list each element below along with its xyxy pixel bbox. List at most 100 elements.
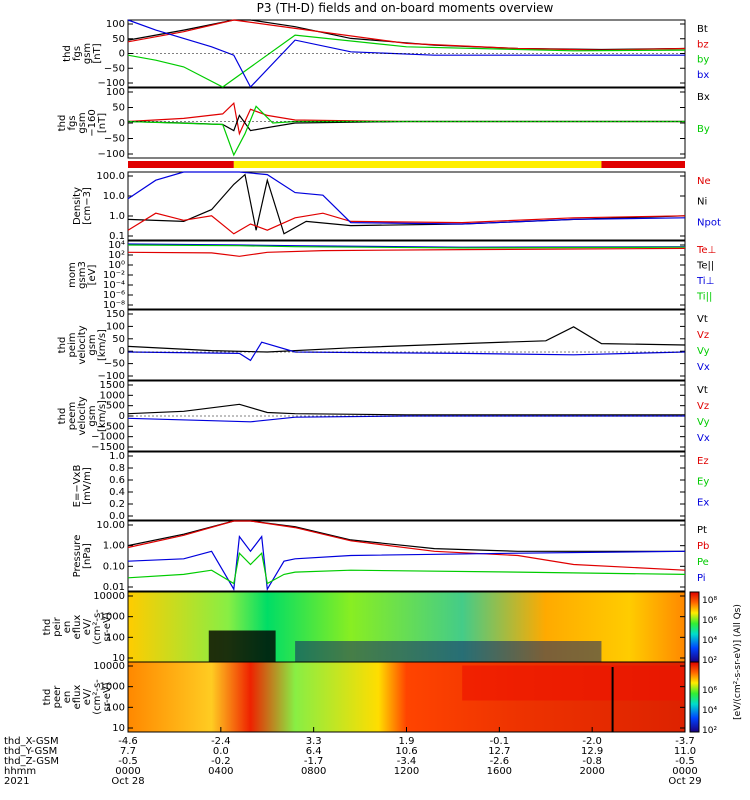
y-tick-label: 10 — [112, 723, 125, 734]
y-axis-label: eV/ — [82, 688, 93, 705]
y-tick-label: 100 — [106, 19, 125, 30]
heatmap-high-flux-region — [462, 665, 685, 701]
y-tick-label: 100 — [106, 632, 125, 643]
legend-entry: Pt — [697, 525, 707, 536]
series-line-Pt — [127, 520, 685, 552]
heatmap-low-flux-region — [295, 641, 602, 662]
legend-entry: Ne — [697, 176, 711, 187]
y-axis-label: velocity — [77, 396, 88, 435]
y-axis-label: (cm²-s- — [92, 679, 103, 715]
y-tick-label: 0.2 — [109, 499, 125, 510]
x-tick-label: -4.6 — [118, 736, 138, 747]
y-tick-label: 0 — [119, 118, 125, 129]
panel-density — [127, 171, 686, 241]
x-tick-label: 0000 — [672, 766, 697, 777]
y-axis-label: [cm−3] — [82, 187, 93, 225]
panel-fgs_dsl — [127, 87, 686, 159]
y-axis-label: E=−VxB — [72, 465, 83, 508]
y-axis-label: peir — [52, 616, 63, 636]
y-tick-label: 0.4 — [109, 487, 125, 498]
y-axis-label: mom — [67, 262, 78, 288]
x-tick-label: -0.2 — [211, 756, 231, 767]
y-tick-label: 150 — [106, 309, 125, 320]
y-tick-label: 0 — [119, 49, 125, 60]
x-tick-label: 0400 — [208, 766, 233, 777]
x-tick-label: 12.9 — [581, 746, 603, 757]
y-axis-label: thd — [57, 408, 68, 425]
x-tick-label: -2.6 — [490, 756, 510, 767]
series-line-Bt — [127, 19, 686, 51]
y-tick-label: 1.0 — [109, 451, 125, 462]
x-tick-label: -0.5 — [675, 756, 695, 767]
x-axis-row-label: hhmm — [4, 766, 36, 777]
legend-entry: Vy — [697, 417, 710, 428]
y-axis-label: (cm²-s- — [92, 609, 103, 645]
mode-bar-segment — [601, 161, 685, 168]
y-axis-label: fgs — [72, 46, 83, 61]
y-axis-label: thd — [62, 45, 73, 62]
y-tick-label: −1500 — [91, 442, 125, 453]
y-axis-label: [km/s] — [97, 329, 108, 361]
y-axis-label: peer — [52, 685, 63, 709]
series-line-Bx — [127, 114, 685, 132]
legend-entry: Te⊥ — [696, 245, 716, 256]
y-tick-label: 0.01 — [103, 582, 125, 593]
x-tick-label: 1600 — [487, 766, 512, 777]
series-line-Pi — [127, 535, 686, 592]
colorbar-tick: 10⁶ — [702, 686, 717, 696]
y-tick-label: 10² — [108, 250, 125, 261]
x-axis-row-label: 2021 — [4, 776, 29, 787]
legend-entry: Vt — [697, 385, 708, 396]
y-tick-label: 10⁻⁸ — [103, 300, 125, 311]
legend-entry: Vy — [697, 346, 710, 357]
y-tick-label: 10⁰ — [108, 260, 125, 271]
y-tick-label: 100 — [106, 87, 125, 98]
legend-entry: Vx — [697, 362, 710, 373]
y-tick-label: −1000 — [91, 432, 125, 443]
y-tick-label: 50 — [112, 334, 125, 345]
x-tick-label: 10.6 — [395, 746, 417, 757]
y-tick-label: 50 — [112, 103, 125, 114]
series-line-Vx — [127, 341, 686, 362]
legend-entry: bx — [697, 70, 709, 81]
legend-entry: bz — [697, 39, 709, 50]
series-line-Pb — [127, 520, 686, 571]
colorbar-tick: 10⁴ — [702, 706, 717, 716]
y-tick-label: 0 — [119, 411, 125, 422]
y-tick-label: −50 — [104, 63, 125, 74]
y-tick-label: 0.8 — [109, 463, 125, 474]
colorbar-label: [eV/(cm²-s-sr-eV)] (All Qs) — [733, 604, 743, 720]
y-axis-label: Pressure — [72, 535, 83, 578]
x-tick-label: 0.0 — [213, 746, 229, 757]
y-tick-label: −100 — [98, 371, 125, 382]
series-line-by — [127, 34, 686, 88]
y-axis-label: eflux — [72, 685, 83, 710]
series-line-By — [127, 101, 685, 136]
y-axis-label: thd — [57, 337, 68, 354]
panel-elec_spec — [127, 661, 686, 733]
legend-entry: Bx — [697, 92, 710, 103]
y-tick-label: 0.6 — [109, 475, 125, 486]
legend-entry: Pe — [697, 557, 709, 568]
legend-entry: Ez — [697, 456, 709, 467]
colorbar-tick: 10² — [702, 726, 717, 736]
y-tick-label: 10⁴ — [108, 240, 125, 251]
y-axis-label: [eV] — [87, 265, 98, 286]
y-tick-label: 100.0 — [96, 171, 125, 182]
y-tick-label: 10000 — [93, 591, 125, 602]
y-tick-label: 1.0 — [109, 211, 125, 222]
y-tick-label: −50 — [104, 359, 125, 370]
x-tick-label: 0800 — [301, 766, 326, 777]
panel-pressure — [127, 520, 686, 592]
legend-entry: Vx — [697, 433, 710, 444]
series-line-Pe — [127, 551, 686, 585]
colorbar — [689, 661, 700, 733]
y-axis-label: sr-eV) — [102, 612, 113, 641]
y-axis-label: gsm — [87, 334, 98, 355]
y-tick-label: 1000 — [100, 682, 125, 693]
x-tick-label: 11.0 — [674, 746, 696, 757]
heatmap-noise-region — [208, 630, 276, 662]
x-tick-label: 7.7 — [120, 746, 136, 757]
y-tick-label: 10⁻⁴ — [103, 280, 125, 291]
y-axis-label: velocity — [77, 325, 88, 364]
